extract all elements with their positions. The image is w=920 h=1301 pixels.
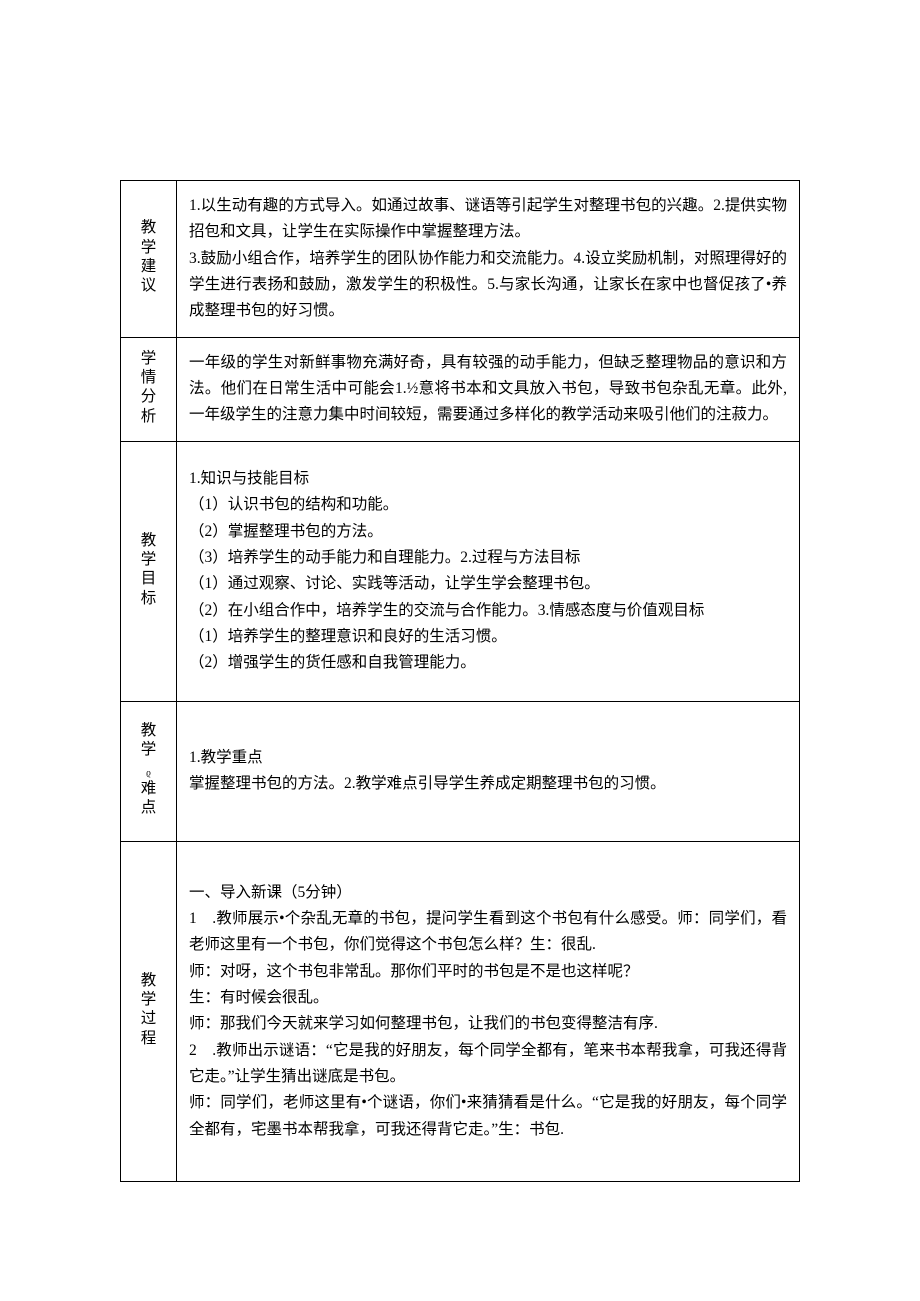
content-analysis: 一年级的学生对新鲜事物充满好奇，具有较强的动手能力，但缺乏整理物品的意识和方法。… [177, 337, 800, 441]
label-keys: 教学ᵨ难点 [140, 721, 157, 818]
row-suggestions: 教学建议 1.以生动有趣的方式导入。如通过故事、谜语等引起学生对整理书包的兴趣。… [121, 181, 800, 338]
content-goals: 1.知识与技能目标（1）认识书包的结构和功能。（2）掌握整理书包的方法。（3）培… [177, 441, 800, 701]
label-analysis: 学情分析 [140, 349, 157, 427]
label-cell-goals: 教学目标 [121, 441, 177, 701]
row-goals: 教学目标 1.知识与技能目标（1）认识书包的结构和功能。（2）掌握整理书包的方法… [121, 441, 800, 701]
lesson-plan-table: 教学建议 1.以生动有趣的方式导入。如通过故事、谜语等引起学生对整理书包的兴趣。… [120, 180, 800, 1182]
row-analysis: 学情分析 一年级的学生对新鲜事物充满好奇，具有较强的动手能力，但缺乏整理物品的意… [121, 337, 800, 441]
label-cell-analysis: 学情分析 [121, 337, 177, 441]
row-process: 教学过程 一、导入新课（5分钟）1 .教师展示•个杂乱无章的书包，提问学生看到这… [121, 841, 800, 1181]
content-suggestions: 1.以生动有趣的方式导入。如通过故事、谜语等引起学生对整理书包的兴趣。2.提供实… [177, 181, 800, 338]
content-process: 一、导入新课（5分钟）1 .教师展示•个杂乱无章的书包，提问学生看到这个书包有什… [177, 841, 800, 1181]
label-cell-suggestions: 教学建议 [121, 181, 177, 338]
label-process: 教学过程 [140, 971, 157, 1049]
row-keys: 教学ᵨ难点 1.教学重点掌握整理书包的方法。2.教学难点引导学生养成定期整理书包… [121, 701, 800, 841]
label-goals: 教学目标 [140, 531, 157, 609]
label-cell-keys: 教学ᵨ难点 [121, 701, 177, 841]
label-suggestions: 教学建议 [140, 218, 157, 296]
content-keys: 1.教学重点掌握整理书包的方法。2.教学难点引导学生养成定期整理书包的习惯。 [177, 701, 800, 841]
label-cell-process: 教学过程 [121, 841, 177, 1181]
